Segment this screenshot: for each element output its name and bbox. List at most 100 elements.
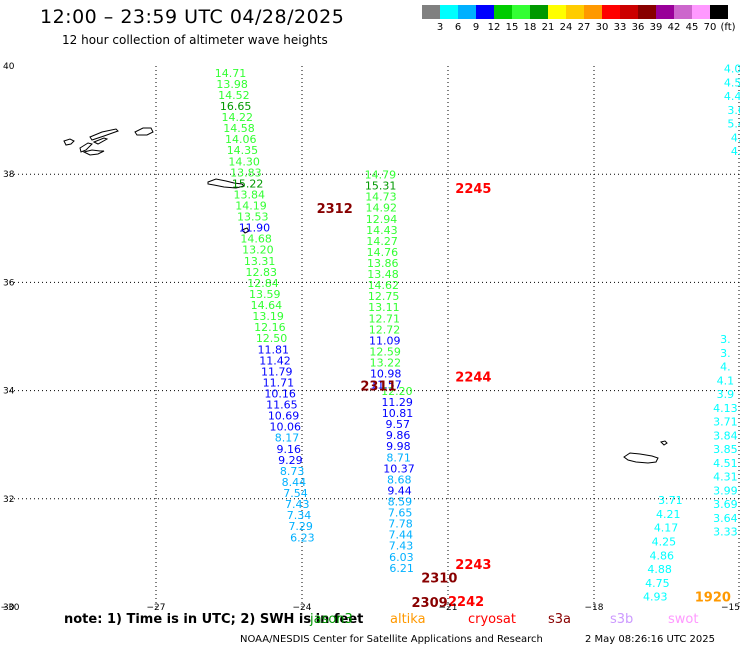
legend-cryosat: cryosat [468,612,516,627]
swh-value: 13.53 [237,211,269,224]
swh-value: 6.21 [389,562,414,575]
color-scale-label: 18 [523,22,537,33]
color-scale-label: 27 [577,22,591,33]
color-swatch [494,5,512,19]
swh-value: 14.22 [222,111,254,124]
swh-value: 14.06 [225,133,257,146]
pass-time-label: 1920 [695,591,731,606]
map-grid [10,66,740,607]
swh-value: 14.71 [215,67,247,80]
swh-value: 7.54 [283,487,308,500]
credit-line: NOAA/NESDIS Center for Satellite Applica… [240,634,543,645]
swh-value: 15.22 [232,177,264,190]
swh-value: 13.20 [242,244,274,257]
swh-value: 11.09 [369,334,401,347]
swh-value: 4.93 [643,591,668,604]
swh-value: 3.99 [713,484,738,497]
pass-time-label: 2245 [455,182,491,197]
swh-value: 7.78 [388,518,413,531]
swh-value: 3.64 [713,512,738,525]
swh-value: 7.44 [389,529,414,542]
swh-value: 16.65 [220,100,252,113]
swh-value: 10.16 [264,388,296,401]
swh-value: 10.98 [370,368,402,381]
color-swatch [512,5,530,19]
swh-value: 11.65 [266,399,298,412]
swh-value: 8.59 [388,496,413,509]
island-graciosa [82,149,105,156]
page-subtitle: 12 hour collection of altimeter wave hei… [62,33,328,47]
swh-value: 8.71 [386,451,411,464]
swh-value: 14.43 [366,224,398,237]
track-t2311: 2311 [360,380,396,395]
color-scale-label: 36 [631,22,645,33]
swh-value: 8.44 [282,476,307,489]
swh-value: 4.13 [713,402,738,415]
color-scale-label: 45 [685,22,699,33]
swh-value: 3. [720,347,731,360]
legend-s3a: s3a [548,612,572,627]
color-scale-label: 42 [667,22,681,33]
swh-value: 6.03 [389,551,414,564]
swh-value: 14.73 [365,191,397,204]
island-flores [63,138,75,146]
pass-time-label: 2312 [317,202,353,217]
swh-value: 11.71 [263,376,295,389]
track-east-lower: 3.3.4.4.13.94.133.713.843.854.514.313.99… [713,333,738,539]
lon-tick-label: −30 [1,603,20,613]
swh-value: 14.79 [365,169,397,182]
island-sao-jorge [92,137,109,145]
pass-time-label: 2244 [455,370,491,385]
swh-value: 10.06 [270,421,302,434]
swh-value: 13.98 [216,78,248,91]
pass-time-label: 2310 [421,572,457,587]
color-swatch [548,5,566,19]
legend-altika: altika [390,612,426,627]
color-swatch [422,5,440,19]
swh-value: 9.86 [386,429,411,442]
swh-value: 13.11 [368,301,400,314]
swh-value: 9.16 [276,443,301,456]
swh-value: 3. [720,333,731,346]
lon-tick-label: −27 [147,603,166,613]
land-outlines [63,127,668,464]
color-swatch [566,5,584,19]
swh-value: 12.84 [247,277,279,290]
track-east-south: 3.714.214.174.254.864.884.754.93 [643,494,683,603]
pass-time-label: 2243 [455,558,491,573]
color-swatch [476,5,494,19]
color-swatch [440,5,458,19]
swh-value: 13.86 [367,257,399,270]
swh-value: 4.51 [713,457,738,470]
lat-tick-label: 38 [3,170,15,180]
swh-value: 12.71 [368,312,400,325]
swh-value: 14.76 [367,246,399,259]
swh-value: 4. [731,145,740,158]
swh-value: 11.90 [239,222,271,235]
swh-value: 4. [720,361,731,374]
track-t2243: 2243 [455,558,491,573]
swh-value: 12.72 [369,323,401,336]
swh-value: 11.29 [381,396,413,409]
color-swatch [638,5,656,19]
generation-timestamp: 2 May 08:26:16 UTC 2025 [585,634,715,645]
legend-s3b: s3b [610,612,634,627]
color-swatch [674,5,692,19]
swh-value: 11.79 [261,365,293,378]
color-swatch [710,5,728,19]
swh-value: 3.84 [713,429,738,442]
footer-note: note: 1) Time is in UTC; 2) SWH is in fe… [64,612,364,627]
color-swatch [656,5,674,19]
color-scale-label: 6 [454,22,462,33]
swh-value: 3.71 [658,494,683,507]
island-santa-maria [241,227,250,234]
swh-value: 13.19 [252,310,284,323]
lon-tick-label: −21 [439,603,458,613]
island-faial [79,142,93,153]
color-scale-label: 21 [541,22,555,33]
swh-value: 7.43 [389,540,414,553]
lon-tick-label: −18 [585,603,604,613]
lat-tick-label: 34 [3,387,15,397]
swh-value: 12.83 [246,266,278,279]
